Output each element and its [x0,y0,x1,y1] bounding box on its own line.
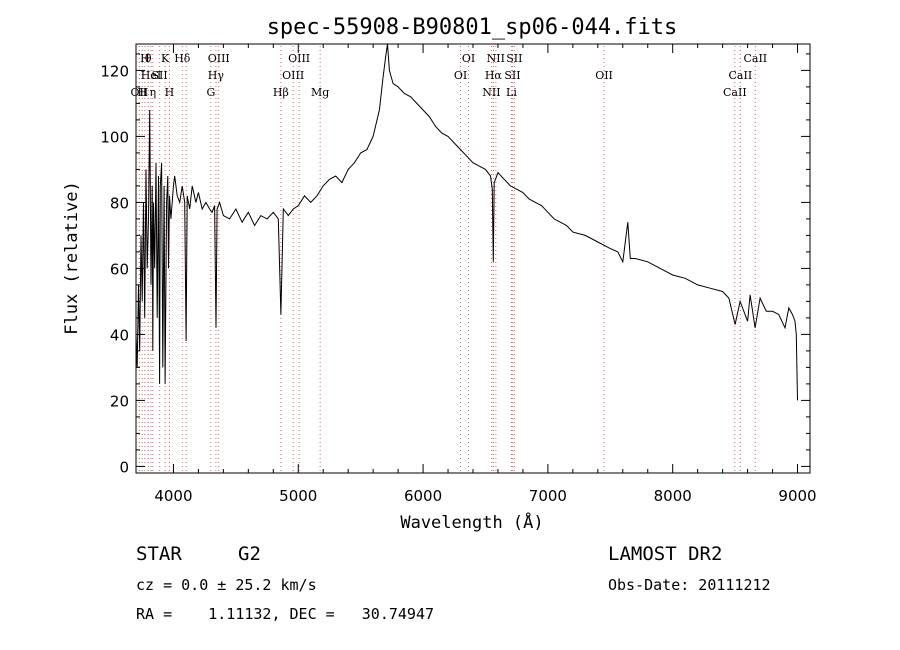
line-marker-label: H [165,86,175,99]
y-tick-label: 120 [100,62,129,80]
line-markers [138,46,756,473]
line-marker-label: CaII [729,69,753,82]
line-marker-label: OII [131,86,149,99]
y-tick-label: 0 [119,458,129,476]
x-tick-label: 6000 [404,487,442,505]
line-marker-label: G [206,86,215,99]
obs-date-text: Obs-Date: 20111212 [608,576,771,594]
line-marker-label: OI [462,52,475,65]
survey-name: LAMOST DR2 [608,543,722,565]
x-tick-label: 5000 [279,487,317,505]
line-marker-label: OII [595,69,613,82]
spectrum-line [135,43,798,401]
line-marker-label: SII [504,69,520,82]
y-tick-label: 60 [110,260,129,278]
line-marker-label: Mg [311,86,329,99]
line-marker-label: Hβ [273,86,289,99]
line-marker-label: K [161,52,170,65]
line-marker-label: OIII [282,69,304,82]
line-marker-label: CaII [743,52,767,65]
x-axis-label: Wavelength (Å) [400,511,543,533]
x-tick-label: 4000 [154,487,192,505]
line-marker-label: η [150,86,157,99]
line-marker-label: HeI [141,69,161,82]
line-marker-label: Hγ [208,69,225,82]
x-axis-ticks: 4000 5000 6000 7000 8000 9000 [154,44,817,505]
x-tick-label: 8000 [654,487,692,505]
redshift-text: cz = 0.0 ± 25.2 km/s [136,576,317,594]
line-marker-label: CaII [723,86,747,99]
y-axis-ticks: 0 20 40 60 80 100 120 [100,53,810,476]
chart-title: spec-55908-B90801_sp06-044.fits [267,15,678,40]
object-subclass: G2 [238,543,261,565]
x-tick-label: 9000 [778,487,816,505]
coordinates-text: RA = 1.11132, DEC = 30.74947 [136,605,434,623]
plot-frame [135,43,811,474]
line-marker-label: SII [506,52,522,65]
line-marker-label: OI [454,69,467,82]
line-marker-label: Hα [485,69,503,82]
y-axis-label: Flux (relative) [62,181,82,335]
y-tick-label: 100 [100,128,129,146]
object-class: STAR [136,543,182,565]
line-marker-label: NII [482,86,500,99]
line-marker-label: θ [145,52,152,65]
x-tick-label: 7000 [529,487,567,505]
y-tick-label: 40 [110,326,129,344]
line-marker-label: H [140,52,150,65]
line-marker-label: SII [151,69,167,82]
line-marker-label: H [137,86,147,99]
line-marker-label: OIII [288,52,310,65]
line-marker-label: Li [506,86,517,99]
line-marker-label: OIII [208,52,230,65]
line-marker-label: NII [487,52,505,65]
y-tick-label: 80 [110,194,129,212]
line-marker-labels: OIIHHθHeIηSIIKHHδGHγOIIIHβOIIIOIIIMgOIOI… [131,52,768,99]
line-marker-label: Hδ [174,52,191,65]
y-tick-label: 20 [110,392,129,410]
